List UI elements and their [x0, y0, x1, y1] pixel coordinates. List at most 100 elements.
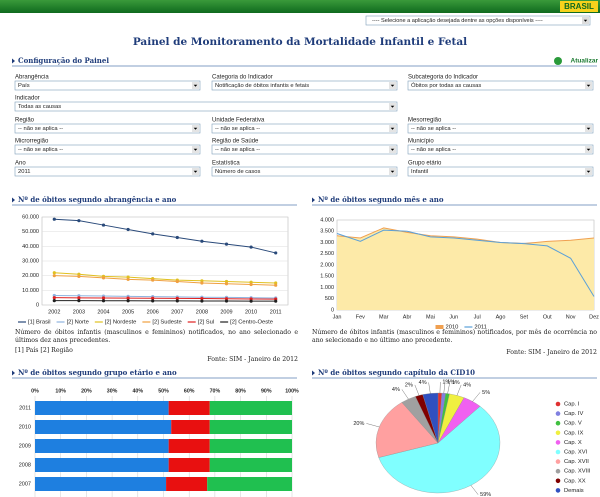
section-arrow: [312, 197, 315, 203]
x-tick-label: Jun: [449, 314, 458, 320]
note: [1] País [2] Região: [15, 347, 73, 354]
x-tick-label: 90%: [261, 388, 272, 394]
bar-segment: [35, 401, 169, 415]
select-value: Infantil: [411, 169, 428, 175]
select-value: País: [18, 83, 30, 89]
arrow-icon: [390, 170, 395, 173]
select-value: -- não se aplica --: [215, 126, 260, 132]
y-tick-label: 60.000: [22, 214, 39, 220]
legend-label: Cap. I: [564, 402, 580, 408]
x-tick-label: Fev: [356, 314, 365, 320]
arrow-icon: [193, 170, 198, 173]
arrow-icon: [390, 148, 395, 151]
point: [224, 282, 229, 286]
field-label: Região de Saúde: [212, 139, 259, 145]
select[interactable]: [211, 80, 398, 91]
select-value: -- não se aplica --: [18, 147, 63, 153]
arrow-icon: [586, 84, 591, 87]
x-tick-label: 2003: [73, 309, 85, 315]
legend-swatch: [555, 440, 561, 445]
x-tick-label: 20%: [81, 388, 92, 394]
point: [200, 239, 204, 243]
leader-line: [414, 384, 420, 396]
bar-segment: [209, 439, 292, 453]
point: [175, 235, 179, 240]
select[interactable]: [211, 144, 398, 155]
arrow-icon: [583, 19, 588, 22]
select[interactable]: [407, 123, 594, 134]
leader-line: [401, 389, 409, 400]
point: [77, 296, 81, 300]
app-select[interactable]: [365, 15, 591, 26]
point: [200, 281, 204, 285]
point: [151, 278, 155, 282]
x-tick-label: 2009: [220, 309, 232, 315]
point: [126, 299, 130, 303]
point: [175, 299, 179, 303]
section-arrow: [12, 58, 15, 64]
x-tick-label: 2002: [48, 309, 60, 315]
select[interactable]: [14, 166, 201, 177]
x-tick-label: 2010: [245, 309, 257, 315]
refresh[interactable]: Atualizar: [571, 58, 599, 65]
select[interactable]: [14, 144, 201, 155]
select-value: Todas as causas: [18, 104, 61, 110]
select[interactable]: [14, 101, 398, 112]
point: [274, 251, 278, 255]
y-tick-label: 3.500: [320, 229, 334, 235]
arrow-icon: [390, 105, 395, 108]
line: [54, 300, 276, 302]
point: [52, 299, 56, 303]
arrow-icon: [193, 127, 198, 130]
legend-label: Cap. XX: [564, 478, 586, 484]
x-tick-label: 2011: [270, 309, 282, 315]
bar-segment: [35, 458, 169, 472]
point: [126, 277, 130, 281]
legend-swatch: [555, 411, 561, 416]
legend-label: Cap. IX: [564, 430, 583, 436]
field-label: Subcategoria do Indicador: [408, 75, 478, 81]
section-arrow: [312, 370, 315, 376]
select[interactable]: [211, 166, 398, 177]
select[interactable]: [211, 123, 398, 134]
select-value: -- não se aplica --: [18, 126, 63, 132]
legend-label: [2] Nordeste: [105, 320, 137, 326]
refresh-icon[interactable]: [554, 57, 562, 65]
section-title: Nº de óbitos segundo capítulo da CID10: [318, 368, 475, 377]
point: [175, 279, 179, 284]
point: [77, 274, 81, 278]
value-label: 1%: [452, 380, 460, 386]
point: [224, 297, 229, 301]
select[interactable]: [407, 80, 594, 91]
source: Fonte: SIM - Janeiro de 2012: [506, 349, 597, 356]
x-tick-label: 2008: [196, 309, 208, 315]
field-label: Microrregião: [15, 139, 49, 145]
point: [101, 299, 106, 303]
app-select-text: ---- Selecione a aplicação desejada dent…: [372, 18, 543, 24]
value-label: 1%: [442, 379, 450, 385]
select-value: 2011: [18, 169, 30, 175]
select-value: Notificação de óbitos infantis e fetais: [215, 83, 309, 89]
y-tick-label: 500: [325, 296, 334, 302]
leader-line: [428, 382, 431, 394]
y-tick-label: 1.500: [320, 274, 334, 280]
legend-label: [2] Norte: [67, 320, 89, 326]
select[interactable]: [407, 144, 594, 155]
select[interactable]: [14, 123, 201, 134]
select[interactable]: [407, 166, 594, 177]
y-tick-label: 50.000: [22, 229, 39, 235]
bar-segment: [35, 420, 172, 434]
pie-slice: [378, 406, 501, 494]
y-tick-label: 0: [331, 307, 334, 313]
point: [52, 293, 56, 298]
logo: BRASIL: [564, 2, 594, 11]
field-label: Município: [408, 139, 434, 145]
section-title: Configuração do Painel: [18, 56, 109, 65]
select-value: Número de casos: [215, 169, 261, 175]
select[interactable]: [14, 80, 201, 91]
point: [274, 281, 278, 285]
point: [151, 296, 155, 300]
legend-swatch: [555, 430, 561, 436]
bar-segment: [166, 477, 208, 491]
